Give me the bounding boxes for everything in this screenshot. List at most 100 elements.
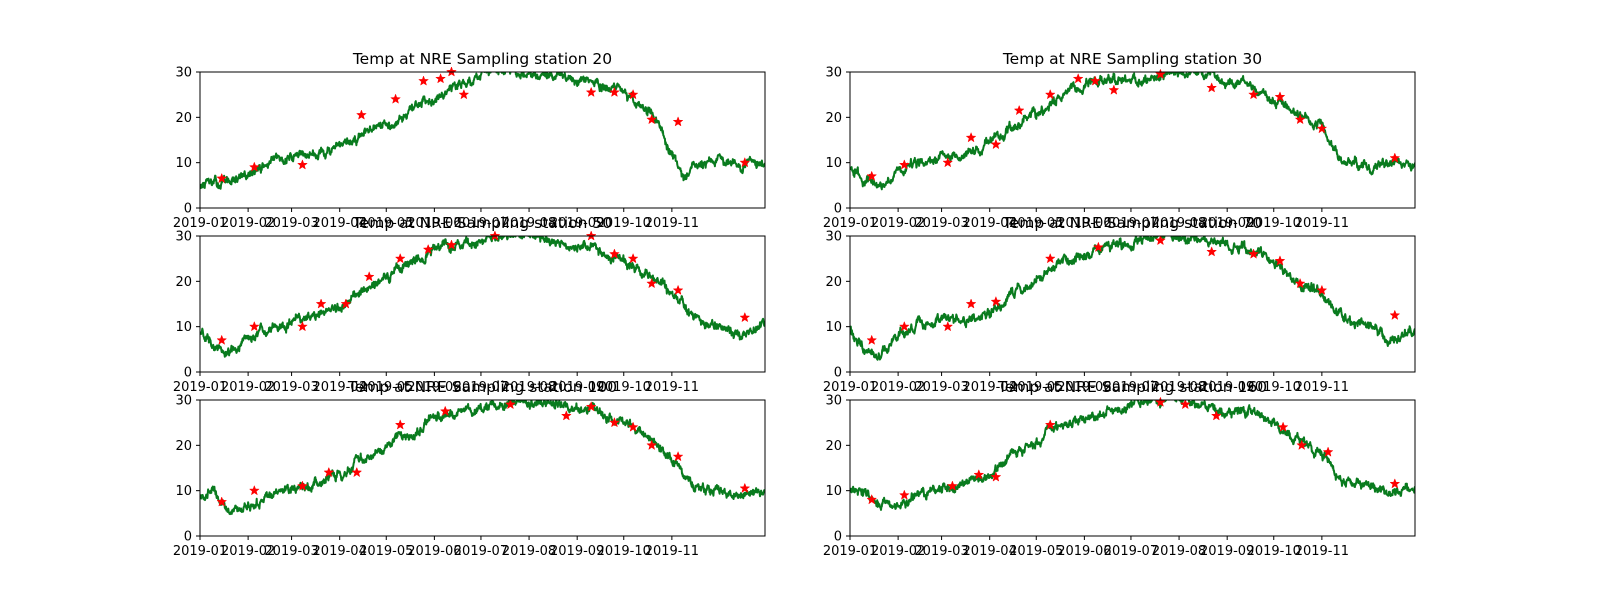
sample-marker bbox=[646, 113, 658, 125]
sample-marker bbox=[1248, 248, 1259, 259]
sample-marker bbox=[1155, 234, 1166, 246]
sample-marker bbox=[609, 416, 620, 428]
x-tick-label: 2019-11 bbox=[1295, 380, 1349, 395]
x-tick-label: 2019-03 bbox=[914, 216, 968, 231]
x-tick-label: 2019-04 bbox=[963, 380, 1017, 395]
chart-title: Temp at NRE Sampling station 70 bbox=[1002, 214, 1262, 232]
chart-panel: 01020302019-012019-022019-032019-042019-… bbox=[823, 378, 1416, 559]
sample-marker bbox=[990, 295, 1002, 307]
y-tick-label: 30 bbox=[175, 394, 192, 409]
chart-title: Temp at NRE Sampling station 160 bbox=[997, 378, 1267, 396]
sample-marker bbox=[1206, 82, 1218, 93]
sample-marker bbox=[422, 243, 434, 255]
x-tick-label: 2019-05 bbox=[1009, 380, 1063, 395]
sample-marker bbox=[627, 421, 639, 432]
sample-marker bbox=[1389, 152, 1401, 163]
sample-marker bbox=[435, 73, 446, 84]
x-tick-label: 2019-02 bbox=[871, 216, 925, 231]
x-tick-label: 2019-09 bbox=[1200, 380, 1254, 395]
sample-marker bbox=[965, 131, 977, 143]
x-tick-label: 2019-09 bbox=[1200, 216, 1254, 231]
sample-marker bbox=[1294, 277, 1306, 289]
x-tick-label: 2019-10 bbox=[597, 380, 651, 395]
sample-marker bbox=[942, 320, 954, 332]
temperature-series-line bbox=[850, 236, 1415, 361]
sample-marker bbox=[1296, 439, 1308, 450]
sample-marker bbox=[297, 159, 308, 170]
x-tick-label: 2019-07 bbox=[454, 216, 508, 231]
sample-marker bbox=[458, 88, 470, 100]
sample-marker bbox=[627, 88, 639, 100]
sample-marker bbox=[390, 93, 401, 104]
x-tick-label: 2019-05 bbox=[359, 380, 413, 395]
sample-marker bbox=[297, 480, 308, 491]
temperature-series-line bbox=[850, 400, 1415, 511]
y-tick-label: 10 bbox=[175, 484, 192, 499]
sample-marker bbox=[323, 466, 335, 478]
x-tick-label: 2019-02 bbox=[221, 216, 275, 231]
sample-marker bbox=[990, 138, 1002, 150]
sample-marker bbox=[1322, 446, 1334, 457]
temperature-series-line bbox=[850, 72, 1415, 191]
y-tick-label: 10 bbox=[825, 320, 842, 335]
x-tick-label: 2019-06 bbox=[407, 380, 461, 395]
x-tick-label: 2019-06 bbox=[407, 216, 461, 231]
sample-marker bbox=[248, 161, 260, 172]
x-tick-label: 2019-04 bbox=[313, 544, 367, 559]
sample-marker bbox=[216, 334, 228, 345]
chart-title: Temp at NRE Sampling station 20 bbox=[352, 50, 612, 68]
x-tick-label: 2019-08 bbox=[502, 216, 556, 231]
sample-marker bbox=[672, 450, 684, 462]
x-tick-label: 2019-06 bbox=[1057, 544, 1111, 559]
y-tick-label: 10 bbox=[825, 484, 842, 499]
sample-marker bbox=[439, 405, 451, 417]
sample-marker bbox=[1389, 309, 1401, 320]
x-tick-label: 2019-01 bbox=[823, 380, 877, 395]
sample-marker bbox=[866, 334, 878, 345]
y-tick-label: 10 bbox=[175, 320, 192, 335]
x-tick-label: 2019-06 bbox=[1057, 380, 1111, 395]
sample-marker bbox=[1044, 88, 1056, 100]
x-tick-label: 2019-09 bbox=[550, 216, 604, 231]
chart-panel: 01020302019-012019-022019-032019-042019-… bbox=[823, 214, 1416, 395]
chart-panel: 01020302019-012019-022019-032019-042019-… bbox=[173, 378, 766, 559]
y-tick-label: 30 bbox=[175, 230, 192, 245]
sample-marker bbox=[363, 271, 375, 282]
sample-marker bbox=[1179, 398, 1191, 410]
sample-marker bbox=[646, 439, 658, 450]
sample-marker bbox=[315, 298, 327, 309]
x-tick-label: 2019-09 bbox=[550, 380, 604, 395]
x-tick-label: 2019-07 bbox=[1104, 544, 1158, 559]
x-tick-label: 2019-08 bbox=[502, 380, 556, 395]
chart-panel: 01020302019-012019-022019-032019-042019-… bbox=[173, 214, 766, 395]
sample-marker bbox=[609, 248, 620, 259]
x-tick-label: 2019-01 bbox=[823, 216, 877, 231]
y-tick-label: 0 bbox=[834, 366, 842, 381]
temperature-series-line bbox=[200, 400, 765, 516]
y-tick-label: 10 bbox=[825, 156, 842, 171]
x-tick-label: 2019-02 bbox=[221, 544, 275, 559]
sample-marker bbox=[1274, 255, 1286, 266]
sample-marker bbox=[672, 116, 684, 127]
sample-marker bbox=[739, 482, 751, 493]
y-tick-label: 20 bbox=[175, 439, 192, 454]
x-tick-label: 2019-11 bbox=[645, 544, 699, 559]
y-tick-label: 30 bbox=[825, 394, 842, 409]
x-tick-label: 2019-10 bbox=[1247, 380, 1301, 395]
x-tick-label: 2019-11 bbox=[645, 380, 699, 395]
x-tick-label: 2019-07 bbox=[454, 544, 508, 559]
chart-panel: 01020302019-012019-022019-032019-042019-… bbox=[173, 50, 766, 231]
sample-marker bbox=[1089, 75, 1101, 86]
y-tick-label: 20 bbox=[175, 111, 192, 126]
sample-marker bbox=[898, 159, 910, 170]
x-tick-label: 2019-01 bbox=[173, 380, 227, 395]
axes-frame bbox=[849, 399, 1416, 537]
x-tick-label: 2019-08 bbox=[1152, 216, 1206, 231]
sample-marker bbox=[1248, 88, 1259, 100]
axes-frame bbox=[199, 399, 766, 537]
x-tick-label: 2019-05 bbox=[1009, 216, 1063, 231]
x-tick-label: 2019-05 bbox=[359, 216, 413, 231]
sample-marker bbox=[942, 156, 954, 168]
chart-panel: 01020302019-012019-022019-032019-042019-… bbox=[823, 50, 1416, 231]
chart-title: Temp at NRE Sampling station 50 bbox=[352, 214, 612, 232]
